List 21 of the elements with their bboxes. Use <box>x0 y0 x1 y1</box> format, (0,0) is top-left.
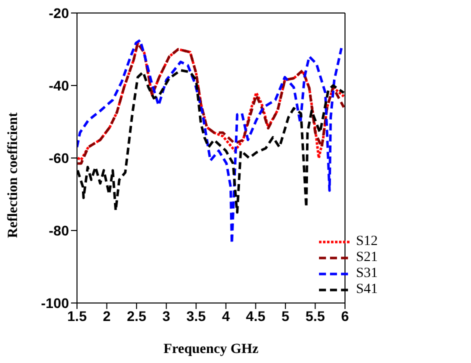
legend-label: S21 <box>356 250 378 266</box>
y-tick-label: -40 <box>48 77 70 94</box>
x-tick-label: 3.5 <box>186 308 206 324</box>
x-tick-label: 4 <box>222 308 230 324</box>
x-tick-label: 5.5 <box>305 308 326 324</box>
y-tick-label: -60 <box>48 150 70 166</box>
x-tick-label: 3 <box>162 308 170 324</box>
x-tick-label: 6 <box>341 308 350 324</box>
y-tick-label: -20 <box>48 4 70 21</box>
legend-label: S12 <box>356 234 378 250</box>
y-tick-label: -80 <box>48 222 70 238</box>
x-tick-label: 2 <box>102 308 111 324</box>
x-axis-title: Frequency GHz <box>163 342 259 357</box>
x-tick-label: 4.5 <box>246 308 266 324</box>
legend-label: S41 <box>356 282 378 298</box>
x-tick-label: 1.5 <box>67 308 87 324</box>
x-tick-label: 5 <box>282 308 290 324</box>
y-tick-label: -100 <box>40 294 70 311</box>
x-tick-label: 2.5 <box>126 308 146 324</box>
legend-label: S31 <box>356 266 378 282</box>
y-axis-title: Reflection coefficient <box>6 112 21 238</box>
